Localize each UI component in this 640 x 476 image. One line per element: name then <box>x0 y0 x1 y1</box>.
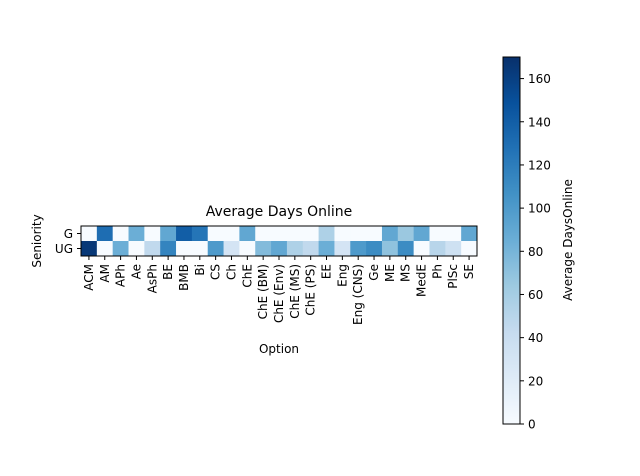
colorbar-tick-label: 120 <box>528 158 551 172</box>
x-tick-label: ChE (Env) <box>272 264 286 323</box>
x-tick-label: AM <box>98 264 112 283</box>
x-tick-label: Eng <box>335 264 349 287</box>
heatmap-cell <box>445 241 462 257</box>
heatmap-cell <box>461 241 478 257</box>
x-tick-label: MS <box>399 264 413 282</box>
x-tick-label: CS <box>209 264 223 280</box>
x-tick-label: Ae <box>129 264 143 279</box>
heatmap-cell <box>271 241 288 257</box>
y-tick-label: G <box>64 227 73 241</box>
heatmap-cell <box>81 241 98 257</box>
heatmap-cell <box>413 241 430 257</box>
heatmap-cell <box>96 241 114 257</box>
colorbar <box>502 56 521 425</box>
heatmap-cell <box>239 226 256 242</box>
heatmap-cell <box>112 241 129 257</box>
heatmap-cell <box>381 226 399 242</box>
colorbar-tick-label: 0 <box>528 418 536 432</box>
heatmap-cell <box>112 226 129 242</box>
x-tick-label: ME <box>383 264 397 282</box>
heatmap-cell <box>461 226 478 242</box>
colorbar-tick-label: 80 <box>528 245 543 259</box>
heatmap-cell <box>81 226 98 242</box>
heatmap-cell <box>318 226 335 242</box>
x-tick-label: APh <box>114 264 128 287</box>
heatmap-cell <box>445 226 462 242</box>
heatmap-cell <box>413 226 430 242</box>
heatmap-cell <box>176 226 193 242</box>
x-tick-label: PlSc <box>446 264 460 289</box>
y-axis-label: Seniority <box>30 214 44 267</box>
x-tick-label: BE <box>161 264 175 280</box>
heatmap-cell <box>223 226 240 242</box>
colorbar-tick-label: 140 <box>528 115 551 129</box>
heatmap-cell <box>255 226 272 242</box>
y-tick-label: UG <box>55 242 73 256</box>
x-axis-ticks: ACM AM APh Ae AsPh BE BMB Bi CS Ch ChE ChE (BM) ChE … <box>82 256 476 325</box>
chart-title: Average Days Online <box>206 204 353 220</box>
colorbar-tick-label: 20 <box>528 374 543 388</box>
heatmap-cell <box>191 226 209 242</box>
heatmap-cell <box>366 241 383 257</box>
heatmap-cell <box>429 241 446 257</box>
heatmap-cell <box>286 226 304 242</box>
heatmap-cell <box>318 241 335 257</box>
heatmap-cell <box>191 241 209 257</box>
heatmap-cell <box>207 226 224 242</box>
heatmap-cells <box>81 226 478 257</box>
heatmap-cell <box>176 241 193 257</box>
heatmap-cell <box>350 241 367 257</box>
x-tick-label: EE <box>320 264 334 279</box>
x-tick-label: ChE <box>240 264 254 288</box>
heatmap-cell <box>271 226 288 242</box>
heatmap-cell <box>334 241 351 257</box>
heatmap-cell <box>160 226 177 242</box>
x-tick-label: ChE (BM) <box>256 264 270 319</box>
x-tick-label: SE <box>462 264 476 279</box>
heatmap-cell <box>144 226 161 242</box>
heatmap-cell <box>96 226 114 242</box>
x-tick-label: AsPh <box>145 264 159 293</box>
colorbar-ticks: 0 20 40 60 80 100 120 140 160 <box>520 72 551 432</box>
heatmap-cell <box>302 241 319 257</box>
x-tick-label: Bi <box>193 264 207 276</box>
heatmap-cell <box>286 241 304 257</box>
heatmap-cell <box>160 241 177 257</box>
y-axis-ticks: GUG <box>55 227 81 256</box>
x-tick-label: BMB <box>177 264 191 291</box>
x-tick-label: Eng (CNS) <box>351 264 365 325</box>
heatmap-cell <box>128 226 145 242</box>
heatmap-cell <box>397 226 415 242</box>
x-tick-label: Ph <box>430 264 444 279</box>
colorbar-tick-label: 40 <box>528 331 543 345</box>
heatmap-cell <box>255 241 272 257</box>
heatmap-cell <box>334 226 351 242</box>
heatmap-cell <box>302 226 319 242</box>
x-tick-label: ACM <box>82 264 96 291</box>
colorbar-tick-label: 60 <box>528 288 543 302</box>
heatmap-cell <box>350 226 367 242</box>
heatmap-cell <box>128 241 145 257</box>
heatmap-cell <box>223 241 240 257</box>
heatmap-cell <box>207 241 224 257</box>
heatmap-cell <box>397 241 415 257</box>
heatmap-cell <box>144 241 161 257</box>
colorbar-label: Average DaysOnline <box>561 179 575 301</box>
colorbar-tick-label: 160 <box>528 72 551 86</box>
heatmap-cell <box>366 226 383 242</box>
colorbar-tick-label: 100 <box>528 202 551 216</box>
heatmap-cell <box>381 241 399 257</box>
heatmap-cell <box>429 226 446 242</box>
x-axis-label: Option <box>259 342 299 356</box>
x-tick-label: ChE (PS) <box>304 264 318 316</box>
x-tick-label: Ch <box>224 264 238 280</box>
x-tick-label: Ge <box>367 264 381 281</box>
heatmap-cell <box>239 241 256 257</box>
x-tick-label: ChE (MS) <box>288 264 302 319</box>
x-tick-label: MedE <box>415 264 429 297</box>
